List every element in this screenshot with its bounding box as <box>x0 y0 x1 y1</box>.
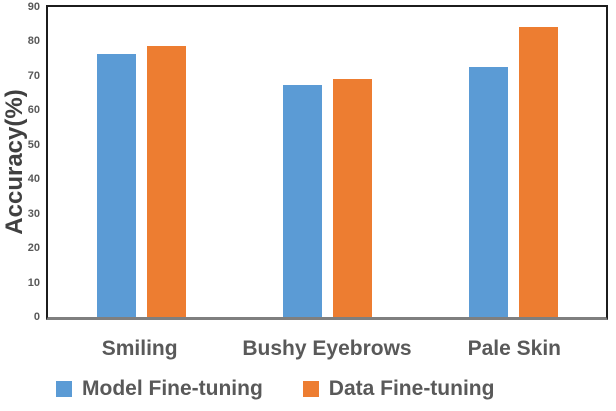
y-tick-label: 40 <box>27 173 40 186</box>
bars-layer <box>48 7 606 317</box>
legend-item-model-fine-tuning: Model Fine-tuning <box>56 377 263 401</box>
y-axis-tick-labels: 0 10 20 30 40 50 60 70 80 90 <box>0 0 40 330</box>
y-tick-label: 80 <box>27 35 40 48</box>
bar-data-fine-tuning <box>518 26 558 317</box>
legend-label: Model Fine-tuning <box>82 377 263 400</box>
bar-model-fine-tuning <box>468 67 508 317</box>
legend-label: Data Fine-tuning <box>328 377 495 400</box>
bar-model-fine-tuning <box>96 53 136 317</box>
y-tick-label: 20 <box>27 242 40 255</box>
legend-item-data-fine-tuning: Data Fine-tuning <box>302 377 495 401</box>
bar-group <box>234 7 420 317</box>
y-tick-label: 30 <box>27 207 40 220</box>
y-tick-label: 50 <box>27 138 40 151</box>
category-label: Smiling <box>101 337 178 360</box>
category-label: Pale Skin <box>467 337 562 360</box>
plot-area <box>46 5 608 320</box>
y-tick-label: 10 <box>27 276 40 289</box>
bar-group <box>48 7 234 317</box>
y-tick-label: 0 <box>33 311 40 323</box>
legend-swatch-icon <box>56 381 72 397</box>
y-tick-label: 70 <box>27 69 40 82</box>
bar-data-fine-tuning <box>146 45 186 317</box>
y-tick-label: 90 <box>27 1 40 13</box>
category-label: Bushy Eyebrows <box>242 337 412 360</box>
legend: Model Fine-tuning Data Fine-tuning <box>56 377 494 401</box>
y-tick-label: 60 <box>27 104 40 117</box>
bar-model-fine-tuning <box>282 84 322 317</box>
x-axis-category-labels: Smiling Bushy Eyebrows Pale Skin <box>46 337 608 361</box>
legend-swatch-icon <box>302 381 319 397</box>
bar-group <box>420 7 606 317</box>
bar-data-fine-tuning <box>332 79 372 317</box>
